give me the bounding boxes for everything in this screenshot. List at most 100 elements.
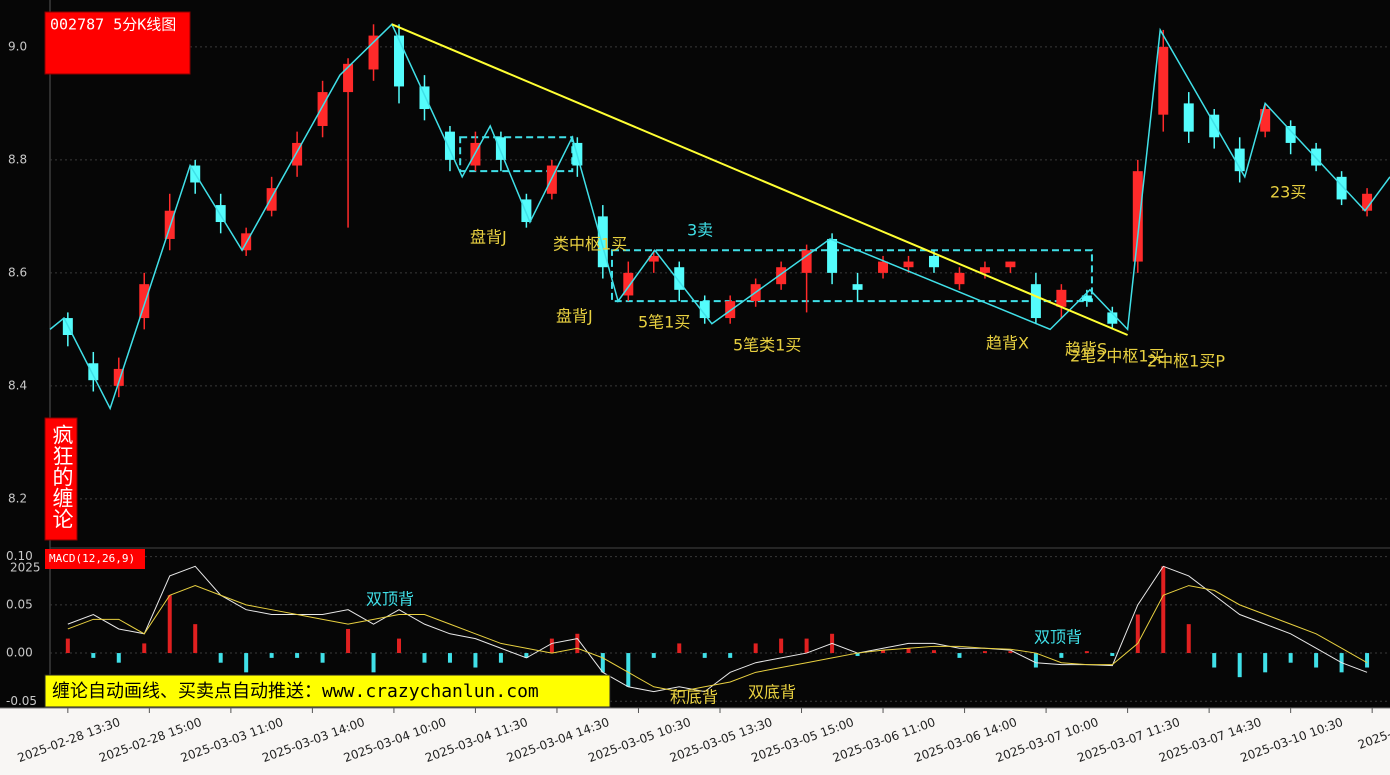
macd-bar (498, 653, 503, 663)
pivot-zone (459, 136, 574, 173)
banner: 缠论自动画线、买卖点自动推送：www.crazychanlun.com (52, 681, 539, 702)
candle-body (113, 368, 124, 386)
candle-body (878, 261, 889, 273)
macd-bar (167, 595, 172, 654)
y-tick-label: 8.6 (8, 265, 27, 279)
macd-bar (1186, 624, 1191, 654)
macd-bar (982, 651, 987, 654)
candle-body (444, 131, 455, 160)
annotation: 趋背X (986, 334, 1029, 353)
macd-bar (855, 653, 860, 656)
candle-body (1183, 103, 1194, 132)
annotation: 5笔类1买 (733, 336, 801, 355)
macd-bar (1084, 651, 1089, 654)
annotation: 双底背 (748, 683, 796, 702)
y-tick-label: 0.05 (6, 597, 33, 611)
macd-bar (1033, 653, 1038, 668)
candle-body (1030, 284, 1041, 319)
candle-body (928, 255, 939, 268)
macd-bar (1135, 614, 1140, 654)
candle-body (394, 35, 405, 87)
candle-body (343, 63, 354, 93)
macd-title: MACD(12,26,9) (49, 552, 135, 565)
candle-body (623, 272, 634, 296)
candle-body (1005, 261, 1016, 268)
banner-box (44, 674, 611, 708)
macd-bar (1365, 653, 1370, 668)
macd-bar (651, 653, 656, 658)
macd-bar (473, 653, 478, 668)
macd-line (67, 585, 1368, 693)
y-tick-label: 8.8 (8, 152, 27, 166)
macd-bar (1212, 653, 1217, 668)
pivot-zone (610, 249, 1093, 303)
macd-bar (193, 624, 198, 654)
macd-bar (447, 653, 452, 663)
macd-bar (1008, 651, 1013, 654)
candle-body (368, 35, 379, 70)
macd-bar (1059, 653, 1064, 658)
candle-body (648, 255, 659, 262)
macd-bar (346, 628, 351, 654)
macd-label-box (45, 549, 145, 569)
macd-bar (600, 653, 605, 673)
candle-body (1234, 148, 1245, 172)
axis-background (0, 708, 1390, 775)
candle-body (1362, 193, 1373, 211)
macd-bar (779, 638, 784, 654)
macd-bar (626, 653, 631, 687)
candle-body (1336, 176, 1347, 200)
candle-body (776, 267, 787, 285)
candle-body (801, 250, 812, 273)
candle-body (521, 199, 532, 223)
y-tick-label: 8.4 (8, 378, 27, 392)
stroke-line (49, 23, 1390, 411)
macd-bar (1263, 653, 1268, 673)
candle-body (699, 301, 710, 319)
trend-line (391, 23, 1128, 336)
macd-bar (1288, 653, 1293, 663)
annotation: 趋背S (1065, 340, 1107, 359)
y-tick-label: 0.00 (6, 646, 33, 660)
candle-body (852, 284, 863, 290)
candle-body (88, 363, 99, 381)
chart-title: 002787 5分K线图 (50, 16, 176, 34)
annotation: 2中枢1买P (1147, 352, 1225, 371)
annotation: 3卖 (687, 221, 713, 240)
candle-body (597, 216, 608, 268)
macd-bar (371, 653, 376, 673)
candle-body (495, 137, 506, 160)
plot-background (0, 0, 1390, 708)
watermark: 疯狂的缠论 (50, 424, 74, 529)
candle-body (419, 86, 430, 110)
candle-body (317, 92, 328, 126)
candle-body (1056, 289, 1067, 307)
annotation: 5笔1买 (638, 313, 690, 332)
annotation: 双顶背 (1034, 628, 1082, 647)
y-tick-label: 0.10 (6, 549, 33, 563)
macd-bar (422, 653, 427, 663)
candle-body (1260, 109, 1271, 132)
macd-bar (269, 653, 274, 658)
annotation: 盘背J (470, 228, 507, 247)
corner-label: 2025 (10, 561, 41, 575)
y-tick-label: 8.2 (8, 491, 27, 505)
candle-body (674, 267, 685, 290)
macd-bar (931, 650, 936, 654)
annotation: 双顶背 (366, 590, 414, 609)
annotation: 23买 (1270, 183, 1306, 202)
macd-bar (320, 653, 325, 663)
candle-body (1107, 312, 1118, 324)
y-tick-label: 9.0 (8, 39, 27, 53)
macd-bar (804, 638, 809, 654)
candle-body (827, 238, 838, 273)
macd-bar (91, 653, 96, 658)
macd-bar (295, 653, 300, 658)
macd-bar (397, 638, 402, 654)
candle-body (266, 188, 277, 211)
macd-bar (524, 653, 529, 658)
macd-bar (702, 653, 707, 658)
macd-bar (575, 633, 580, 654)
